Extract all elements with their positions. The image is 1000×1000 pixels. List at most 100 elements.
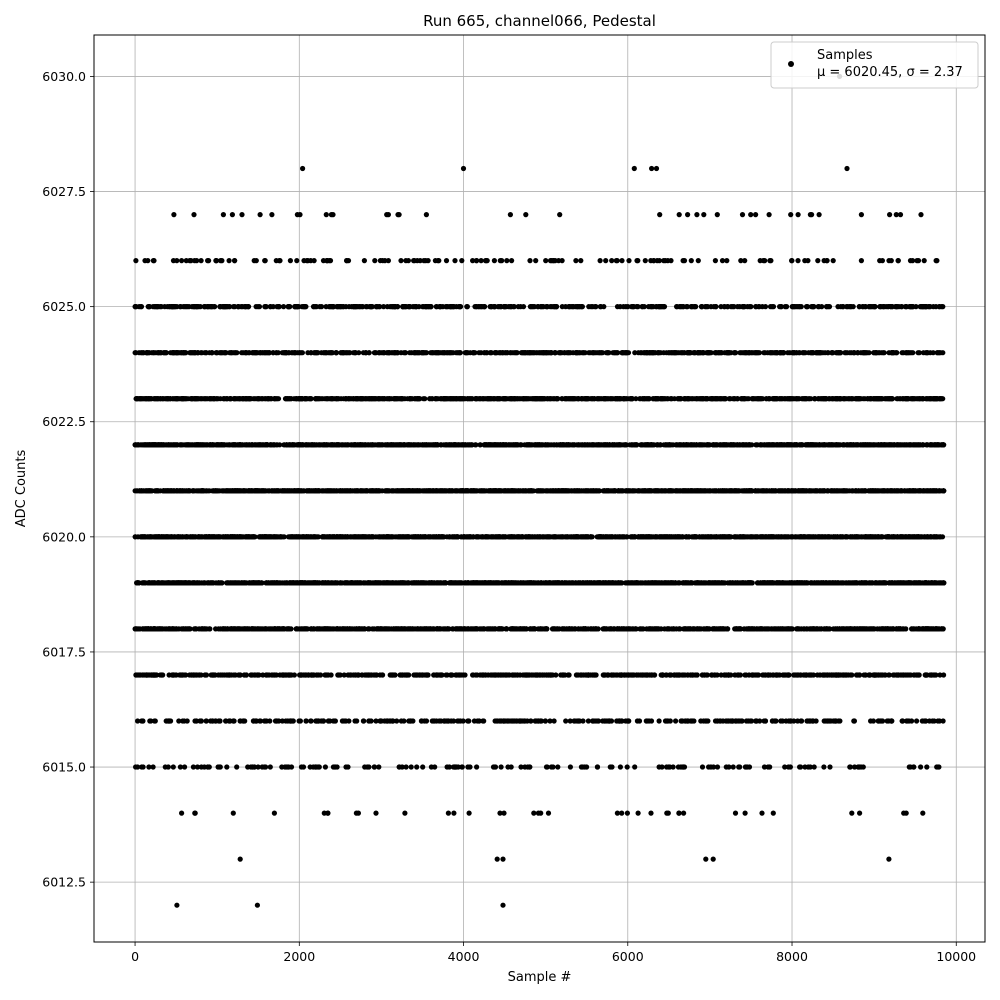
data-point: [392, 304, 398, 310]
data-point: [847, 350, 853, 356]
data-point: [423, 442, 429, 448]
data-point: [619, 350, 625, 356]
data-point: [940, 442, 947, 448]
data-point: [488, 304, 494, 310]
data-point: [801, 396, 807, 402]
data-point: [552, 258, 558, 264]
data-point: [685, 212, 691, 218]
data-point: [219, 350, 225, 356]
data-point: [527, 350, 533, 356]
data-point: [281, 304, 287, 310]
data-point: [880, 304, 886, 310]
data-point: [398, 258, 404, 264]
data-point: [527, 396, 533, 402]
data-point: [255, 350, 261, 356]
data-point: [236, 442, 242, 448]
data-point: [330, 304, 337, 310]
data-point: [377, 304, 383, 310]
data-point: [274, 442, 280, 448]
data-point: [597, 258, 603, 264]
data-point: [660, 396, 666, 402]
data-point: [657, 212, 663, 218]
data-points: [132, 73, 947, 908]
data-point: [888, 258, 894, 264]
data-point: [334, 396, 340, 402]
data-point: [503, 396, 509, 402]
data-point: [512, 350, 518, 356]
data-point: [137, 396, 143, 402]
data-point: [187, 350, 193, 356]
data-point: [703, 304, 709, 310]
data-point: [492, 304, 498, 310]
data-point: [364, 304, 370, 310]
data-point: [590, 304, 596, 310]
data-point: [871, 350, 877, 356]
data-point: [384, 304, 390, 310]
data-point: [788, 212, 794, 218]
data-point: [532, 442, 538, 448]
data-point: [323, 212, 329, 218]
data-point: [423, 212, 429, 218]
data-point: [895, 258, 901, 264]
data-point: [687, 350, 693, 356]
data-point: [168, 304, 174, 310]
data-point: [718, 304, 724, 310]
data-point: [220, 212, 226, 218]
data-point: [897, 212, 904, 218]
data-point: [247, 396, 253, 402]
data-point: [311, 442, 317, 448]
data-point: [292, 304, 298, 310]
data-point: [816, 212, 822, 218]
data-point: [792, 304, 798, 310]
data-point: [713, 350, 719, 356]
data-point: [795, 212, 801, 218]
data-point: [853, 396, 859, 402]
data-point: [559, 258, 565, 264]
data-point: [484, 396, 491, 402]
data-point: [893, 212, 899, 218]
data-point: [346, 396, 352, 402]
data-point: [385, 212, 391, 218]
data-point: [212, 396, 218, 402]
data-point: [482, 258, 489, 264]
data-point: [495, 396, 501, 402]
data-point: [766, 212, 772, 218]
data-point: [549, 304, 555, 310]
data-point: [683, 304, 690, 310]
data-point: [858, 442, 864, 448]
data-point: [420, 350, 426, 356]
data-point: [741, 304, 747, 310]
data-point: [778, 350, 784, 356]
data-point: [699, 304, 705, 310]
data-point: [367, 396, 373, 402]
data-point: [748, 212, 754, 218]
data-point: [277, 258, 283, 264]
data-point: [361, 258, 367, 264]
data-point: [470, 258, 476, 264]
data-point: [263, 442, 269, 448]
data-point: [432, 396, 438, 402]
data-point: [576, 442, 582, 448]
data-point: [935, 396, 941, 402]
data-point: [161, 442, 167, 448]
data-point: [609, 258, 615, 264]
data-point: [194, 442, 200, 448]
data-point: [287, 258, 293, 264]
data-point: [201, 304, 207, 310]
data-point: [814, 350, 820, 356]
data-point: [888, 396, 894, 402]
data-point: [562, 350, 568, 356]
data-point: [545, 442, 551, 448]
data-point: [433, 350, 439, 356]
data-point: [816, 304, 822, 310]
data-point: [885, 304, 891, 310]
data-point: [833, 442, 839, 448]
data-point: [376, 350, 382, 356]
data-point: [830, 258, 836, 264]
data-point: [698, 350, 704, 356]
data-point: [693, 442, 700, 448]
data-point: [668, 396, 675, 402]
data-point: [205, 304, 211, 310]
